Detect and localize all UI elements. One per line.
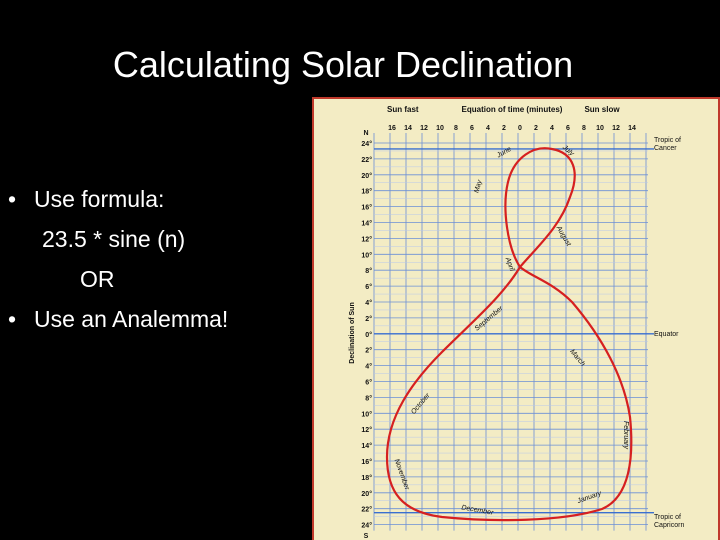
x-tick-label: 2 xyxy=(534,125,538,132)
figure-frame xyxy=(312,97,720,540)
side-label: Tropic of Capricorn xyxy=(654,514,684,529)
grid xyxy=(373,133,654,531)
y-tick-label: 8° xyxy=(365,267,372,275)
y-tick-label: 8° xyxy=(365,394,372,402)
side-label: Tropic of Cancer xyxy=(654,137,681,152)
bullet: Use an Analemma! xyxy=(34,306,229,332)
y-tick-label: 0° xyxy=(365,331,372,339)
bullet: Use formula: xyxy=(34,186,165,212)
x-tick-label: 16 xyxy=(388,125,396,132)
north-label: N xyxy=(363,130,368,137)
y-tick-label: 2° xyxy=(365,347,372,355)
y-tick-label: 14° xyxy=(361,220,372,228)
y-tick-label: 4° xyxy=(365,299,372,307)
y-tick-label: 22° xyxy=(361,506,372,514)
sub-line: 23.5 * sine (n) xyxy=(42,226,186,252)
y-tick-label: 16° xyxy=(361,204,372,212)
x-tick-label: 8 xyxy=(454,125,458,132)
y-tick-label: 24° xyxy=(361,140,372,148)
sub-line: OR xyxy=(80,266,115,292)
month-label: May xyxy=(473,179,483,194)
y-tick-label: 12° xyxy=(361,426,372,434)
x-tick-label: 4 xyxy=(550,125,554,132)
x-tick-label: 10 xyxy=(596,125,604,132)
bullet-dot: • xyxy=(8,186,17,212)
x-tick-label: 10 xyxy=(436,125,444,132)
y-tick-label: 20° xyxy=(361,490,372,498)
y-axis-label: Declination of Sun xyxy=(349,302,356,363)
y-tick-label: 18° xyxy=(361,188,372,196)
x-tick-label: 6 xyxy=(470,125,474,132)
x-tick-label: 14 xyxy=(404,125,412,132)
y-tick-label: 14° xyxy=(361,442,372,450)
y-tick-label: 10° xyxy=(361,410,372,418)
y-tick-label: 6° xyxy=(365,379,372,387)
y-tick-label: 2° xyxy=(365,315,372,323)
y-tick-label: 16° xyxy=(361,458,372,466)
x-tick-label: 12 xyxy=(420,125,428,132)
y-tick-label: 22° xyxy=(361,156,372,164)
figure-header: Sun fast xyxy=(387,105,419,114)
x-tick-label: 4 xyxy=(486,125,490,132)
month-label: April xyxy=(503,256,515,273)
x-tick-label: 14 xyxy=(628,125,636,132)
month-label: February xyxy=(622,421,629,450)
x-tick-label: 0 xyxy=(518,125,522,132)
x-tick-label: 12 xyxy=(612,125,620,132)
y-tick-label: 10° xyxy=(361,251,372,259)
y-tick-label: 20° xyxy=(361,172,372,180)
figure-header: Equation of time (minutes) xyxy=(462,105,563,114)
x-tick-label: 6 xyxy=(566,125,570,132)
analemma-curve xyxy=(385,147,633,522)
y-tick-label: 6° xyxy=(365,283,372,291)
analemma-figure: Sun fast Equation of time (minutes) Sun sl… xyxy=(312,97,720,540)
slide-title: Calculating Solar Declination xyxy=(112,44,574,85)
y-tick-label: 4° xyxy=(365,363,372,371)
x-tick-label: 2 xyxy=(502,125,506,132)
x-tick-label: 8 xyxy=(582,125,586,132)
bullet-dot: • xyxy=(8,306,17,332)
south-label: S xyxy=(364,533,369,540)
y-tick-label: 18° xyxy=(361,474,372,482)
figure-header: Sun slow xyxy=(584,105,620,114)
y-tick-label: 24° xyxy=(361,522,372,530)
y-tick-label: 12° xyxy=(361,235,372,243)
side-label: Equator xyxy=(654,331,679,338)
